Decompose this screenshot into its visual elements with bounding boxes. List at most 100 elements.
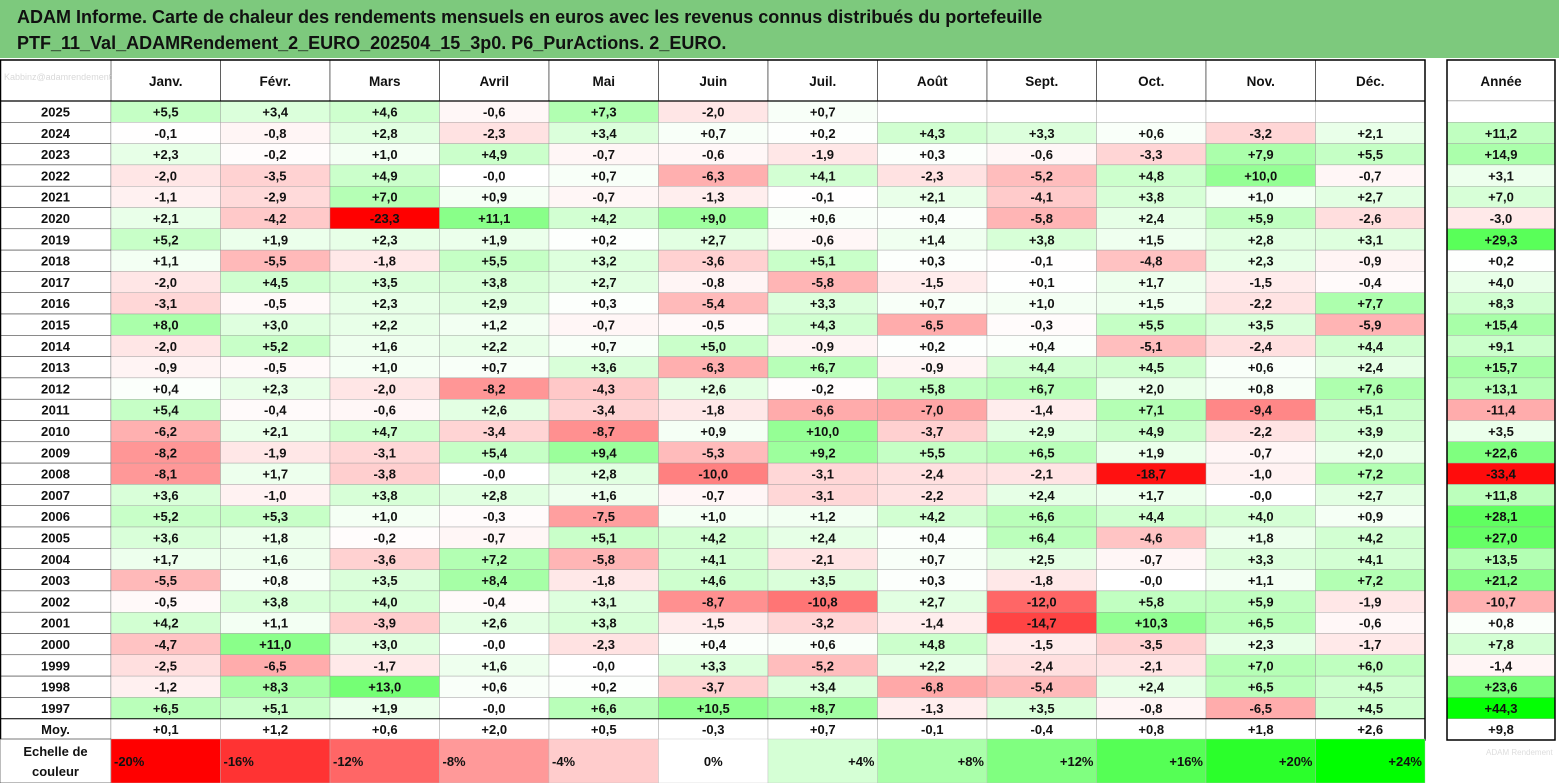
heat-cell [1205,100,1316,123]
year-total-value: -33,4 [1486,467,1516,482]
heat-cell-value: +1,4 [919,232,945,247]
heat-cell-value: +3,8 [372,488,398,503]
heat-cell-value: -0,0 [483,701,505,716]
heat-cell-value: -0,0 [483,168,505,183]
heat-cell-value: +4,8 [1138,168,1164,183]
heat-cell-value: -0,4 [1031,722,1054,737]
heat-cell-value: -2,1 [1031,467,1053,482]
heat-cell-value: -2,0 [702,105,724,120]
heat-cell-value: +7,2 [1357,573,1383,588]
scale-stop-label: +8% [958,754,985,769]
heat-cell-value: +1,7 [153,552,179,567]
heat-cell-value: -0,5 [264,360,286,375]
scale-swatch [439,738,550,783]
heat-cell-value: -2,2 [1250,424,1272,439]
heat-cell-value: -1,9 [1359,594,1381,609]
heat-cell-value: -7,5 [593,509,615,524]
heat-cell-value: -3,4 [593,403,616,418]
heat-cell-value: +0,6 [1138,126,1164,141]
heat-cell-value: -5,5 [264,254,286,269]
heat-cell-value: -2,3 [593,637,615,652]
heat-cell-value: -5,2 [1031,168,1053,183]
heat-cell-value: -1,8 [1031,573,1053,588]
heat-cell-value: +1,1 [1248,573,1274,588]
heat-cell-value: +0,5 [591,722,617,737]
heat-cell-value: +7,2 [481,552,507,567]
watermark-right: ADAM Rendement [1486,748,1553,757]
heat-cell-value: +2,1 [153,211,179,226]
heat-cell-value: +2,6 [700,381,726,396]
heat-cell-value: -0,4 [264,403,287,418]
heat-cell-value: +5,9 [1248,211,1274,226]
heat-cell-value: -2,4 [1250,339,1273,354]
heat-cell-value: -0,8 [264,126,286,141]
heat-cell-value: +5,1 [810,254,836,269]
heat-cell-value: -4,7 [155,637,177,652]
heat-cell-value: -12,0 [1027,594,1057,609]
heat-cell-value: +1,6 [481,658,507,673]
heat-cell-value: -7,0 [921,403,943,418]
scale-stop-label: -12% [333,754,364,769]
month-header-2: Mars [369,74,401,89]
heat-cell-value: +4,1 [810,168,836,183]
heat-cell [1315,100,1426,123]
heat-cell-value: +0,9 [1357,509,1383,524]
heat-cell-value: +2,4 [1138,680,1164,695]
heat-cell-value: +1,9 [372,701,398,716]
heat-cell-value: +0,9 [481,190,507,205]
heat-cell-value: +4,4 [1357,339,1383,354]
heat-cell-value: +2,7 [700,232,726,247]
heat-cell-value: -1,7 [374,658,396,673]
heat-cell-value: -4,1 [1031,190,1053,205]
heat-cell-value: -1,5 [1031,637,1053,652]
heat-cell-value: -3,4 [483,424,506,439]
heat-cell-value: -2,0 [155,339,177,354]
heat-cell-value: +2,7 [1357,190,1383,205]
heat-cell-value: -2,9 [264,190,286,205]
heat-cell-value: +2,7 [1357,488,1383,503]
year-total-value: +13,5 [1485,552,1518,567]
heat-cell-value: +1,8 [1248,722,1274,737]
watermark-left: Kabbinz@adamrendement [4,72,112,82]
heat-cell-value: +4,2 [591,211,617,226]
heat-cell-value: -0,3 [483,509,505,524]
heat-cell-value: +4,6 [700,573,726,588]
heat-cell-value: +8,0 [153,318,179,333]
heat-cell-value: +4,6 [372,105,398,120]
heat-cell-value: +2,3 [153,147,179,162]
heat-cell-value: +3,5 [372,573,398,588]
heat-cell-value: +0,1 [153,722,179,737]
heat-cell-value: -1,9 [812,147,834,162]
heat-cell-value: +3,6 [591,360,617,375]
heat-cell-value: +2,4 [1029,488,1055,503]
heat-cell-value: +0,6 [372,722,398,737]
heat-cell-value: -0,0 [483,467,505,482]
heat-cell-value: -0,9 [921,360,943,375]
heat-cell-value: +3,3 [700,658,726,673]
heat-cell-value: +2,2 [481,339,507,354]
scale-stop-label: -4% [552,754,576,769]
scale-stop-label: +24% [1388,754,1422,769]
heat-cell-value: +1,2 [262,722,288,737]
heat-cell-value: -1,5 [921,275,943,290]
heat-cell-value: -1,9 [264,445,286,460]
month-header-cell [1315,59,1426,102]
heat-cell-value: +2,1 [262,424,288,439]
year-label-2011: 2011 [41,403,69,418]
heat-cell-value: +1,0 [700,509,726,524]
heat-cell-value: +2,3 [262,381,288,396]
heat-cell-value: +1,8 [1248,531,1274,546]
title-line-1: ADAM Informe. Carte de chaleur des rende… [17,7,1043,27]
scale-stop-label: 0% [704,754,723,769]
heat-cell-value: +3,5 [1248,318,1274,333]
scale-stop-label: +20% [1279,754,1313,769]
heat-cell-value: +4,0 [372,594,398,609]
heat-cell-value: +4,2 [919,509,945,524]
heat-cell-value: -8,7 [702,594,724,609]
heat-cell-value: +4,4 [1029,360,1055,375]
heat-cell-value: +5,1 [262,701,288,716]
heat-cell-value: +10,5 [697,701,730,716]
heat-cell-value: +0,2 [810,126,836,141]
month-header-9: Oct. [1138,74,1164,89]
scale-label-line1: Echelle de [23,744,87,759]
